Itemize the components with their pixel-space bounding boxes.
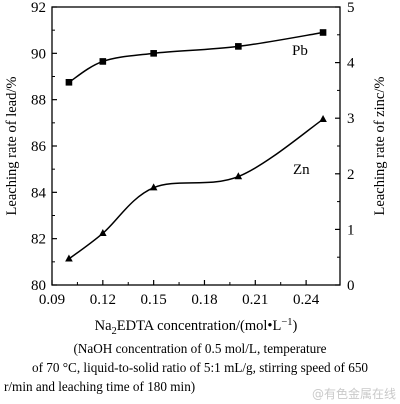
data-point-zn — [149, 183, 158, 191]
x-tick-label: 0.18 — [191, 292, 217, 308]
y-tick-label: 88 — [31, 93, 46, 109]
y2-tick-label: 2 — [347, 167, 355, 183]
y-axis-title: Leaching rate of lead/% — [4, 77, 20, 216]
data-point-pb — [150, 50, 157, 57]
data-point-zn — [319, 114, 327, 122]
x-tick-label: 0.21 — [242, 292, 268, 308]
markers — [65, 29, 327, 262]
data-point-zn — [99, 228, 107, 236]
x-tick-label: 0.15 — [141, 292, 167, 308]
y-tick-label: 80 — [31, 278, 46, 294]
y2-axis-title: Leaching rate of zinc/% — [372, 77, 388, 216]
y2-tick-label: 1 — [347, 222, 355, 238]
data-point-pb — [65, 78, 73, 86]
y2-tick-label: 4 — [347, 56, 355, 72]
curves — [68, 31, 324, 260]
chart: 0.09 0.12 0.15 0.18 0.21 0.24 80 82 84 86 88 90 92 0 1… — [4, 0, 388, 337]
data-point-pb — [235, 43, 242, 50]
watermark-text: @有色金属在线 — [311, 387, 396, 401]
y2-tick-label: 5 — [347, 0, 355, 16]
caption-line-3: r/min and leaching time of 180 min) — [4, 379, 196, 394]
y-tick-label: 84 — [31, 185, 47, 201]
ticks: 0.09 0.12 0.15 0.18 0.21 0.24 80 82 84 86 88 90 92 0 1… — [31, 0, 355, 308]
data-point-zn — [234, 172, 243, 180]
data-point-pb — [99, 58, 107, 65]
y2-tick-label: 3 — [347, 111, 355, 127]
y-tick-label: 86 — [31, 139, 47, 155]
x-axis-title: Na2EDTA concentration/(mol•L−1) — [95, 317, 298, 337]
y-tick-label: 92 — [31, 0, 46, 16]
caption-line-2: of 70 °C, liquid-to-solid ratio of 5:1 m… — [31, 360, 369, 375]
data-point-pb — [319, 29, 327, 36]
series-label-pb: Pb — [292, 43, 308, 59]
series-label-zn: Zn — [293, 162, 310, 178]
x-tick-label: 0.24 — [293, 292, 320, 308]
y2-tick-label: 0 — [347, 278, 355, 294]
x-tick-label: 0.12 — [90, 292, 116, 308]
x-tick-label: 0.09 — [39, 292, 65, 308]
caption-line-1: (NaOH concentration of 0.5 mol/L, temper… — [73, 341, 327, 356]
y-tick-label: 90 — [31, 46, 46, 62]
data-point-zn — [65, 254, 73, 262]
y-tick-label: 82 — [31, 232, 46, 248]
labels: Pb Zn Leaching rate of lead/% Leaching rate… — [4, 43, 388, 337]
series-line-zn — [68, 118, 324, 260]
series-line-pb — [68, 31, 324, 83]
